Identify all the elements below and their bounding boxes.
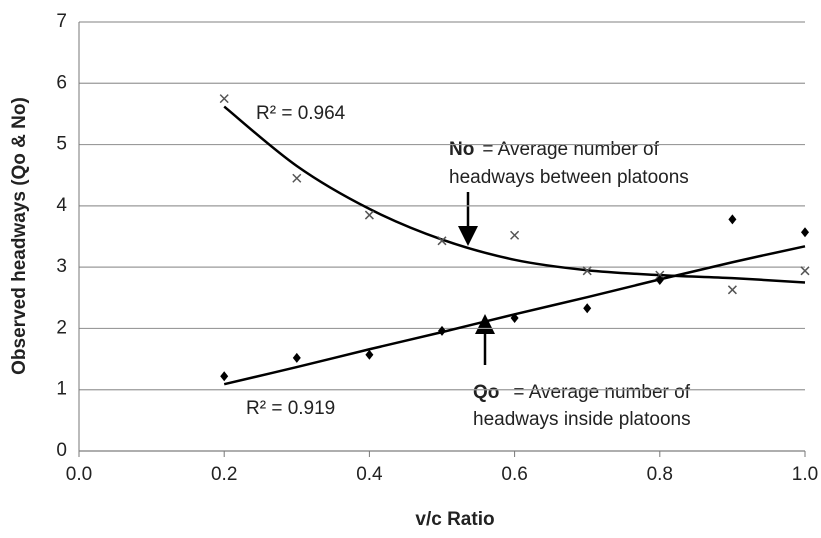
y-tick-label: 7 bbox=[56, 11, 67, 32]
point bbox=[582, 266, 592, 276]
note-text: = Average number of bbox=[513, 382, 690, 403]
note-text: headways between platoons bbox=[449, 167, 689, 188]
note-text: = Average number of bbox=[482, 139, 659, 160]
note-text: headways inside platoons bbox=[473, 409, 691, 430]
point bbox=[510, 230, 520, 240]
x-tick-label: 0.0 bbox=[66, 464, 92, 485]
point bbox=[219, 94, 229, 104]
trendline bbox=[223, 105, 806, 284]
point bbox=[583, 303, 592, 314]
y-tick-label: 5 bbox=[56, 134, 67, 155]
note-key: Qo bbox=[473, 382, 499, 403]
y-tick-label: 0 bbox=[56, 440, 67, 461]
note-key: No bbox=[449, 139, 474, 160]
y-axis-title: Observed headways (Qo & No) bbox=[9, 97, 30, 375]
y-tick-label: 1 bbox=[56, 379, 67, 400]
point bbox=[728, 214, 737, 225]
x-tick-label: 0.8 bbox=[647, 464, 673, 485]
point bbox=[292, 352, 301, 363]
y-tick-label: 4 bbox=[56, 195, 67, 216]
point bbox=[220, 371, 229, 382]
y-tick-label: 2 bbox=[56, 317, 67, 338]
point bbox=[727, 285, 737, 295]
point bbox=[364, 210, 374, 220]
point bbox=[437, 236, 447, 246]
x-axis-title: v/c Ratio bbox=[415, 509, 494, 530]
point bbox=[655, 275, 664, 286]
x-tick-label: 0.6 bbox=[501, 464, 527, 485]
point bbox=[801, 227, 809, 238]
y-tick-label: 3 bbox=[56, 256, 67, 277]
x-tick-label: 0.2 bbox=[211, 464, 237, 485]
point bbox=[438, 325, 446, 336]
note: Qo = Average number of bbox=[473, 382, 691, 403]
x-tick-label: 0.4 bbox=[356, 464, 383, 485]
r-squared: R² = 0.964 bbox=[256, 103, 346, 124]
point bbox=[800, 266, 810, 276]
point bbox=[510, 313, 519, 324]
y-tick-label: 6 bbox=[56, 72, 67, 93]
x-tick-label: 1.0 bbox=[792, 464, 818, 485]
note: No = Average number of bbox=[449, 139, 660, 160]
point bbox=[292, 173, 302, 183]
point bbox=[365, 349, 374, 360]
r-squared: R² = 0.919 bbox=[246, 398, 335, 419]
